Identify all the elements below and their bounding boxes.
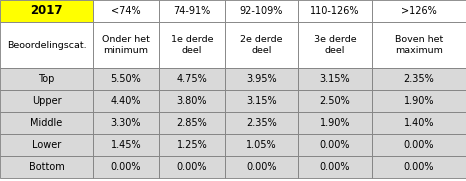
Bar <box>225 90 298 112</box>
Bar <box>225 68 298 90</box>
Text: 3.95%: 3.95% <box>246 74 277 84</box>
Text: Middle: Middle <box>30 118 62 128</box>
Text: 4.40%: 4.40% <box>111 96 141 106</box>
Text: 0.00%: 0.00% <box>404 162 434 172</box>
Text: >126%: >126% <box>401 6 437 16</box>
Bar <box>225 0 298 22</box>
Bar <box>93 0 159 22</box>
Bar <box>159 22 225 68</box>
Text: Onder het
minimum: Onder het minimum <box>102 35 150 55</box>
Bar <box>372 22 466 68</box>
Bar <box>298 68 372 90</box>
Text: 1e derde
deel: 1e derde deel <box>171 35 213 55</box>
Bar <box>0 22 93 68</box>
Text: 2.50%: 2.50% <box>320 96 350 106</box>
Text: 3.15%: 3.15% <box>246 96 277 106</box>
Text: Beoordelingscat.: Beoordelingscat. <box>7 41 86 49</box>
Bar <box>225 22 298 68</box>
Bar <box>93 134 159 156</box>
Text: Upper: Upper <box>32 96 62 106</box>
Text: 3.80%: 3.80% <box>177 96 207 106</box>
Text: 1.40%: 1.40% <box>404 118 434 128</box>
Text: 110-126%: 110-126% <box>310 6 360 16</box>
Text: 1.90%: 1.90% <box>320 118 350 128</box>
Text: 74-91%: 74-91% <box>173 6 211 16</box>
Bar <box>225 112 298 134</box>
Text: 92-109%: 92-109% <box>240 6 283 16</box>
Text: 0.00%: 0.00% <box>111 162 141 172</box>
Text: 1.05%: 1.05% <box>246 140 277 150</box>
Bar <box>93 112 159 134</box>
Bar <box>93 68 159 90</box>
Text: 3.30%: 3.30% <box>111 118 141 128</box>
Bar <box>225 134 298 156</box>
Text: 3.15%: 3.15% <box>320 74 350 84</box>
Bar <box>159 156 225 178</box>
Text: 0.00%: 0.00% <box>320 140 350 150</box>
Text: 1.90%: 1.90% <box>404 96 434 106</box>
Bar <box>372 90 466 112</box>
Bar <box>372 0 466 22</box>
Bar <box>93 156 159 178</box>
Bar <box>298 112 372 134</box>
Text: 1.25%: 1.25% <box>177 140 207 150</box>
Text: <74%: <74% <box>111 6 141 16</box>
Text: 4.75%: 4.75% <box>177 74 207 84</box>
Bar <box>225 156 298 178</box>
Bar <box>93 90 159 112</box>
Text: 0.00%: 0.00% <box>404 140 434 150</box>
Text: 0.00%: 0.00% <box>177 162 207 172</box>
Text: 2e derde
deel: 2e derde deel <box>240 35 283 55</box>
Bar <box>159 0 225 22</box>
Bar <box>93 22 159 68</box>
Text: 2.85%: 2.85% <box>177 118 207 128</box>
Bar <box>159 112 225 134</box>
Bar <box>159 68 225 90</box>
Bar <box>0 134 93 156</box>
Text: 0.00%: 0.00% <box>246 162 277 172</box>
Bar <box>298 156 372 178</box>
Text: 5.50%: 5.50% <box>110 74 141 84</box>
Text: 0.00%: 0.00% <box>320 162 350 172</box>
Bar <box>159 134 225 156</box>
Bar <box>0 90 93 112</box>
Bar <box>372 134 466 156</box>
Text: Boven het
maximum: Boven het maximum <box>395 35 443 55</box>
Bar <box>298 90 372 112</box>
Bar <box>159 90 225 112</box>
Bar <box>298 0 372 22</box>
Text: 1.45%: 1.45% <box>111 140 141 150</box>
Bar <box>0 0 93 22</box>
Text: Bottom: Bottom <box>28 162 64 172</box>
Bar <box>0 156 93 178</box>
Text: 3e derde
deel: 3e derde deel <box>314 35 356 55</box>
Text: Top: Top <box>38 74 55 84</box>
Text: 2.35%: 2.35% <box>404 74 434 84</box>
Bar <box>298 22 372 68</box>
Bar <box>298 134 372 156</box>
Text: 2.35%: 2.35% <box>246 118 277 128</box>
Bar <box>0 68 93 90</box>
Bar <box>372 112 466 134</box>
Bar <box>372 68 466 90</box>
Text: Lower: Lower <box>32 140 61 150</box>
Bar <box>0 112 93 134</box>
Text: 2017: 2017 <box>30 5 63 18</box>
Bar <box>372 156 466 178</box>
